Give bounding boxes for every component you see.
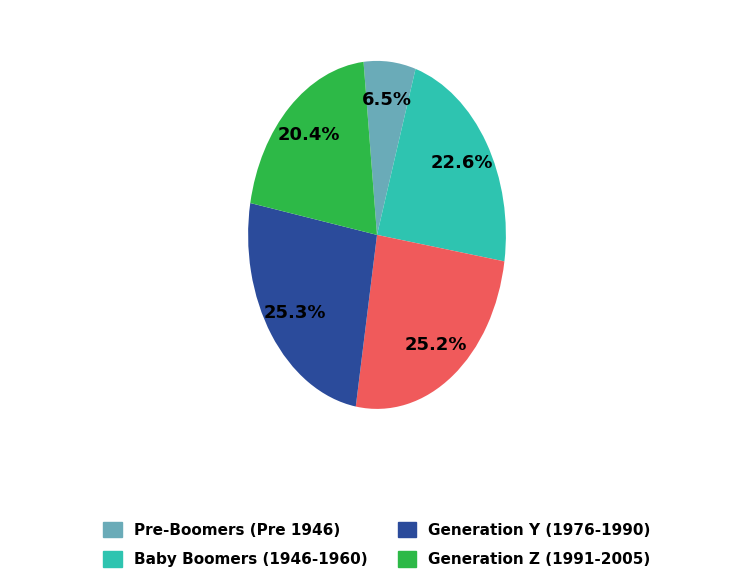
Wedge shape [248,203,377,407]
Wedge shape [377,69,506,262]
Wedge shape [363,61,415,235]
Wedge shape [250,62,377,235]
Text: 25.3%: 25.3% [263,304,326,322]
Wedge shape [356,235,504,409]
Text: 25.2%: 25.2% [405,336,467,354]
Legend: Pre-Boomers (Pre 1946), Baby Boomers (1946-1960), Generation X (1961-1975), Gene: Pre-Boomers (Pre 1946), Baby Boomers (19… [103,521,651,580]
Text: 20.4%: 20.4% [277,126,340,144]
Text: 6.5%: 6.5% [362,91,412,109]
Text: 22.6%: 22.6% [431,154,494,172]
